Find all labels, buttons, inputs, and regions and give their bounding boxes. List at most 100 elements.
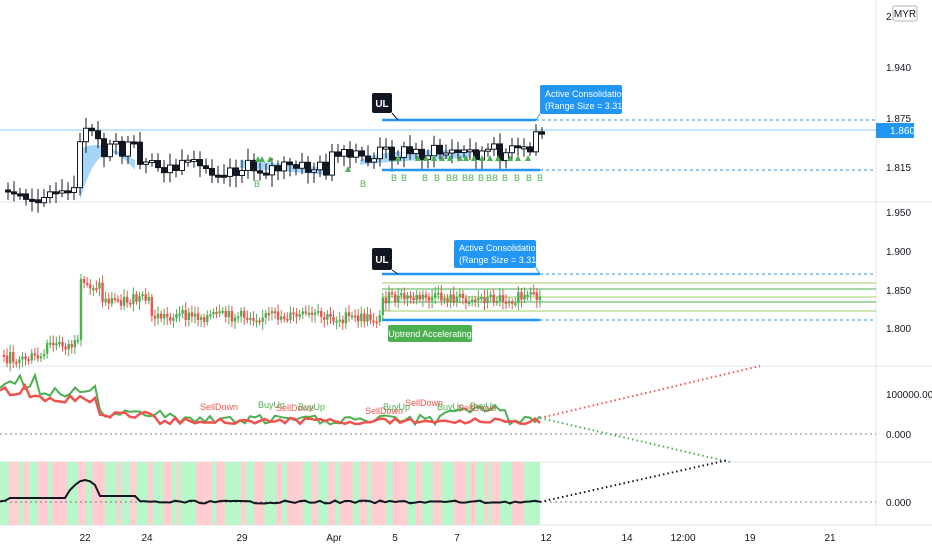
pane2-candle <box>116 299 120 302</box>
pane2-candle <box>449 294 452 303</box>
pane1-candle <box>11 191 17 195</box>
buy-triangle <box>345 166 351 172</box>
buy-label: B <box>360 179 366 189</box>
pane2-candle <box>329 314 332 317</box>
pane2-candle <box>304 311 308 314</box>
pane1-candle <box>317 161 323 171</box>
time-axis-label[interactable]: 21 <box>824 533 836 544</box>
pane1-buy-labels: B BB B B B BB BB B BB B B B B <box>254 173 543 189</box>
pane2-candle <box>313 312 317 315</box>
pane2-candle <box>353 315 357 318</box>
pane1-candle <box>419 148 425 161</box>
pane2-candle <box>169 316 172 321</box>
red-zone-band <box>52 462 67 525</box>
price-axis[interactable] <box>876 0 932 525</box>
pane1-candle <box>527 146 533 153</box>
pane1-candle <box>287 161 293 166</box>
pane1-candle <box>461 149 467 153</box>
currency-label: MYR <box>894 9 916 20</box>
pane2-candle <box>430 297 434 301</box>
pane1-candle <box>449 149 455 154</box>
red-zone-band <box>454 462 466 525</box>
pane2-candle <box>437 292 440 295</box>
red-zone-band <box>312 462 318 525</box>
pane2-candle <box>517 292 520 304</box>
buy-triangle <box>457 155 463 161</box>
consolidation-callout-mid[interactable]: Active Consolidation (Range Size = 3.31%… <box>454 240 547 275</box>
ul-callout-mid[interactable]: UL <box>372 248 399 275</box>
pane2-candle <box>5 355 9 364</box>
uptrend-accelerating-badge[interactable]: Uptrend Accelerating <box>388 325 472 342</box>
pane2-candle <box>464 298 468 304</box>
ul-callout-mid-box <box>372 248 392 270</box>
currency-badge[interactable]: MYR <box>892 5 918 22</box>
pane1-candle <box>233 167 239 176</box>
pane1-candle <box>389 146 395 161</box>
green-zone-band <box>335 462 340 525</box>
pane2-candle <box>252 317 255 321</box>
pane2-candle <box>511 301 514 304</box>
buy-label: B <box>391 173 397 183</box>
pane1-candle <box>533 131 539 153</box>
time-axis-label[interactable]: 5 <box>392 533 398 544</box>
buy-label: B <box>502 173 508 183</box>
plot-area[interactable] <box>0 0 876 525</box>
time-axis[interactable]: 22 24 29 Apr 5 7 12 14 12:00 19 21 <box>79 533 836 544</box>
red-zone-band <box>371 462 386 525</box>
ul-callout[interactable]: UL <box>372 93 399 121</box>
pane2-candle <box>61 342 64 347</box>
pane1-candle <box>365 155 371 163</box>
pane2-candle <box>126 296 129 303</box>
pane2-candle <box>119 300 123 306</box>
green-zone-band <box>153 462 163 525</box>
pane2-candle <box>36 355 40 359</box>
time-axis-label[interactable]: 14 <box>621 533 633 544</box>
pane2-candle <box>52 342 55 346</box>
pane1-candle <box>65 190 71 194</box>
time-axis-label[interactable]: 12 <box>540 533 552 544</box>
pane2-candle <box>156 313 160 319</box>
pane2-candle <box>360 313 363 322</box>
red-zone-band <box>287 462 303 525</box>
time-axis-label[interactable]: 7 <box>454 533 460 544</box>
time-axis-label[interactable]: Apr <box>326 533 342 544</box>
consolidation-callout-mid-pointer <box>535 267 541 275</box>
pane1-candle <box>161 167 167 174</box>
green-zone-band <box>318 462 328 525</box>
time-axis-label[interactable]: 12:00 <box>670 533 695 544</box>
pane2-candle <box>467 301 471 304</box>
pane1-candle <box>125 141 131 157</box>
ul-callout-mid-pointer <box>391 269 399 275</box>
pane1-candle <box>131 141 137 145</box>
pane2-candle <box>350 315 354 318</box>
time-axis-label[interactable]: 29 <box>236 533 248 544</box>
pane2-candle <box>45 342 49 354</box>
pane1-axis-label: 1.815 <box>886 163 911 174</box>
green-zone-band <box>407 462 416 525</box>
buy-label: B <box>254 179 260 189</box>
pane2-candle <box>492 294 495 303</box>
pane1-candle <box>353 150 359 158</box>
pane1-candle <box>521 146 527 150</box>
pane2-candle <box>230 310 234 322</box>
pane2-candle <box>415 294 418 301</box>
consolidation-callout-top-line2: (Range Size = 3.31%) <box>545 101 633 111</box>
pane1-candle <box>101 138 107 158</box>
pane2-candle <box>70 344 73 348</box>
red-zone-band <box>38 462 48 525</box>
pane2-candle <box>261 317 264 322</box>
buy-triangle <box>463 155 469 161</box>
buy-up-signal: BuyUp <box>298 402 325 412</box>
price-tag-box <box>876 123 914 138</box>
pane2-candle <box>239 310 243 317</box>
time-axis-label[interactable]: 22 <box>79 533 91 544</box>
consolidation-callout-top[interactable]: Active Consolidation (Range Size = 3.31%… <box>535 85 633 121</box>
time-axis-label[interactable]: 19 <box>744 533 756 544</box>
pane2-candle <box>135 294 138 302</box>
pane2-candle <box>246 317 249 320</box>
time-axis-label[interactable]: 24 <box>141 533 153 544</box>
red-zone-band <box>276 462 282 525</box>
pane4-trend-line <box>0 478 541 505</box>
